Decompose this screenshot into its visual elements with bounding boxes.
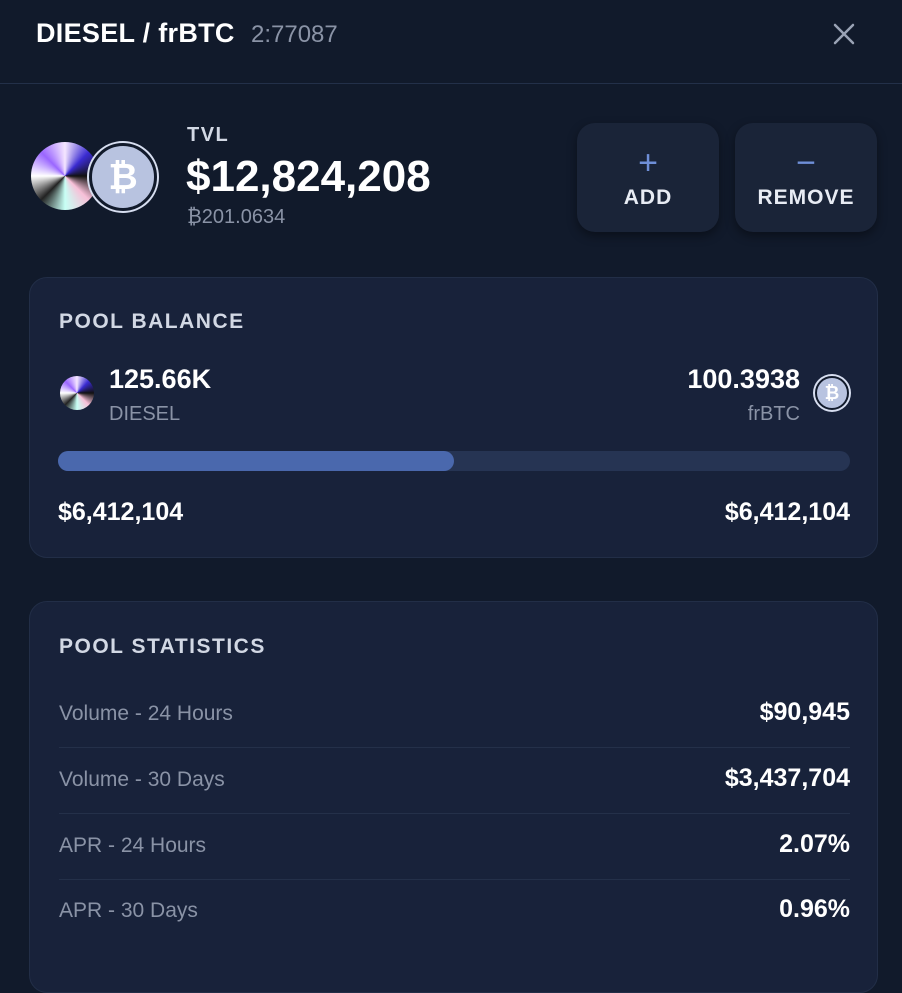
pool-statistics-card: POOL STATISTICS Volume - 24 Hours $90,94…: [29, 601, 878, 993]
stat-value: $90,945: [759, 698, 850, 726]
tvl-usd: $12,824,208: [186, 152, 431, 201]
stat-row: APR - 30 Days 0.96%: [59, 879, 850, 944]
remove-button[interactable]: − REMOVE: [735, 123, 877, 232]
stat-label: APR - 30 Days: [59, 899, 198, 922]
tvl-label: TVL: [187, 124, 230, 146]
token-usd: $6,412,104: [58, 498, 184, 526]
token-symbol: frBTC: [747, 403, 800, 425]
button-label: REMOVE: [757, 185, 855, 209]
diesel-icon: [31, 142, 99, 210]
stat-row: APR - 24 Hours 2.07%: [59, 814, 850, 880]
token-amount: 100.3938: [687, 364, 800, 394]
tvl-btc: ₿201.0634: [187, 206, 286, 228]
token-usd: $6,412,104: [724, 498, 850, 526]
pool-balance-card: POOL BALANCE 125.66K DIESEL 100.3938 frB…: [29, 277, 878, 558]
card-title: POOL BALANCE: [59, 310, 245, 333]
pool-title: DIESEL / frBTC: [36, 18, 235, 48]
btc-icon: ₿: [89, 143, 157, 211]
stat-value: 2.07%: [779, 830, 850, 858]
token-symbol: DIESEL: [109, 403, 181, 425]
btc-icon: ₿: [815, 376, 849, 410]
card-title: POOL STATISTICS: [59, 635, 266, 658]
stat-label: APR - 24 Hours: [59, 834, 207, 857]
stat-row: Volume - 30 Days $3,437,704: [59, 748, 850, 814]
minus-icon: −: [796, 143, 816, 182]
pool-id: 2:77087: [251, 21, 338, 48]
balance-bar: [58, 451, 850, 471]
balance-bar-fill: [58, 451, 454, 471]
stat-label: Volume - 24 Hours: [59, 702, 233, 725]
stat-value: $3,437,704: [724, 764, 850, 792]
close-button[interactable]: [830, 20, 858, 48]
stat-label: Volume - 30 Days: [59, 768, 225, 791]
token-amount: 125.66K: [109, 364, 212, 394]
add-button[interactable]: + ADD: [577, 123, 719, 232]
diesel-icon: [60, 376, 94, 410]
plus-icon: +: [638, 143, 658, 182]
button-label: ADD: [623, 185, 673, 209]
stat-row: Volume - 24 Hours $90,945: [59, 682, 850, 748]
stat-value: 0.96%: [779, 895, 850, 923]
header: DIESEL / frBTC 2:77087: [0, 0, 902, 84]
